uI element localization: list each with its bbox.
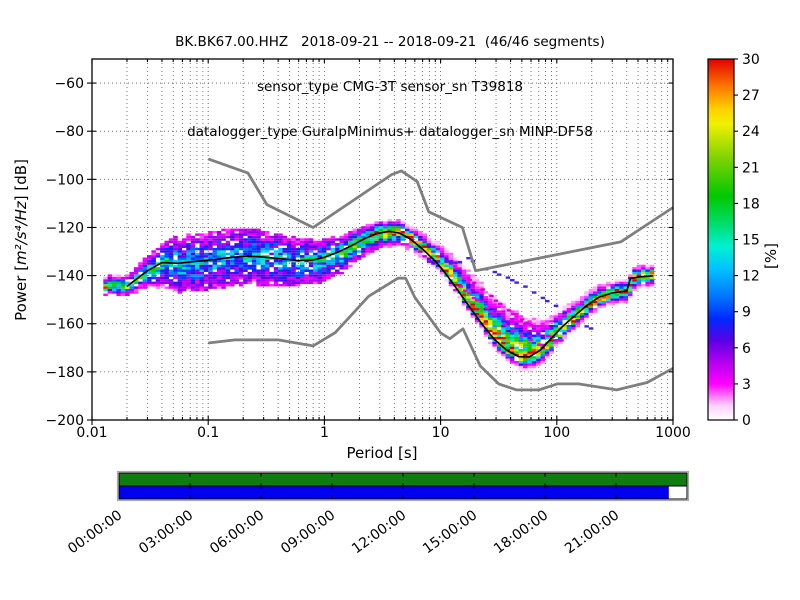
colorbar-tick-label: 6: [742, 341, 751, 357]
noise-model-lines: [207, 157, 674, 392]
time-tick-label: 15:00:00: [420, 507, 480, 557]
time-tick-label: 12:00:00: [349, 507, 409, 557]
time-tick-label: 21:00:00: [562, 507, 622, 557]
colorbar-tick-label: 21: [742, 160, 760, 176]
colorbar-tick-label: 12: [742, 269, 760, 285]
colorbar-tick-label: 9: [742, 305, 751, 321]
y-tick-label: −120: [46, 220, 84, 236]
y-tick-label: −200: [46, 413, 84, 429]
colorbar-tick-label: 3: [742, 377, 751, 393]
colorbar-tick-label: 30: [742, 52, 760, 68]
y-tick-label: −60: [54, 76, 84, 92]
availability-row-data: [119, 486, 669, 499]
low-noise-model-line: [208, 276, 674, 392]
y-tick-label: −160: [46, 317, 84, 333]
x-tick-label: 100: [543, 425, 570, 441]
mode-line: [126, 230, 654, 358]
availability-bar: 00:00:00 03:00:00 06:00:00 09:00:00 12:00:00…: [65, 470, 690, 557]
x-tick-label: 0.1: [197, 425, 219, 441]
y-tick-label: −140: [46, 269, 84, 285]
y-axis-label: Power [m²/s⁴/Hz] [dB]: [12, 159, 30, 321]
time-tick-label: 00:00:00: [65, 507, 125, 557]
time-tick-label: 18:00:00: [491, 507, 551, 557]
title-line-3: datalogger_type GuralpMinimus+ datalogge…: [187, 124, 593, 140]
x-tick-label: 10: [432, 425, 450, 441]
high-noise-model-line: [207, 157, 674, 273]
colorbar-tick-label: 24: [742, 124, 760, 140]
title-block: BK.BK67.00.HHZ 2018-09-21 -- 2018-09-21 …: [0, 5, 780, 170]
time-tick-label: 06:00:00: [207, 507, 267, 557]
y-tick-label: −180: [46, 365, 84, 381]
title-line-1: BK.BK67.00.HHZ 2018-09-21 -- 2018-09-21 …: [175, 34, 605, 50]
x-tick-label: 1: [320, 425, 329, 441]
colorbar-tick-label: 18: [742, 196, 760, 212]
colorbar-label: [%]: [762, 243, 780, 269]
x-tick-label: 0.01: [76, 425, 107, 441]
y-tick-label: −100: [46, 172, 84, 188]
time-tick-label: 09:00:00: [278, 507, 338, 557]
time-tick-label: 03:00:00: [136, 507, 196, 557]
colorbar-tick-label: 15: [742, 233, 760, 249]
y-axis-label-prefix: Power [: [12, 264, 30, 321]
colorbar: 0 3 6 9 12 15 18 21 24 27 30: [707, 52, 760, 429]
plot-axes: 0.01 0.1 1 10 100 1000 −60 −80 −100 −120 −140 −160 −…: [46, 58, 691, 441]
x-tick-label: 1000: [655, 425, 691, 441]
colorbar-tick-label: 0: [742, 413, 751, 429]
title-line-2: sensor_type CMG-3T sensor_sn T39818: [256, 79, 524, 95]
y-tick-label: −80: [54, 124, 84, 140]
x-axis-label: Period [s]: [346, 444, 418, 462]
y-axis-label-suffix: ] [dB]: [12, 159, 30, 202]
colorbar-tick-label: 27: [742, 88, 760, 104]
colorbar-gradient: [708, 59, 734, 420]
y-axis-label-units: m²/s⁴/Hz: [12, 201, 30, 265]
ppsd-density-cells: [103, 219, 655, 371]
